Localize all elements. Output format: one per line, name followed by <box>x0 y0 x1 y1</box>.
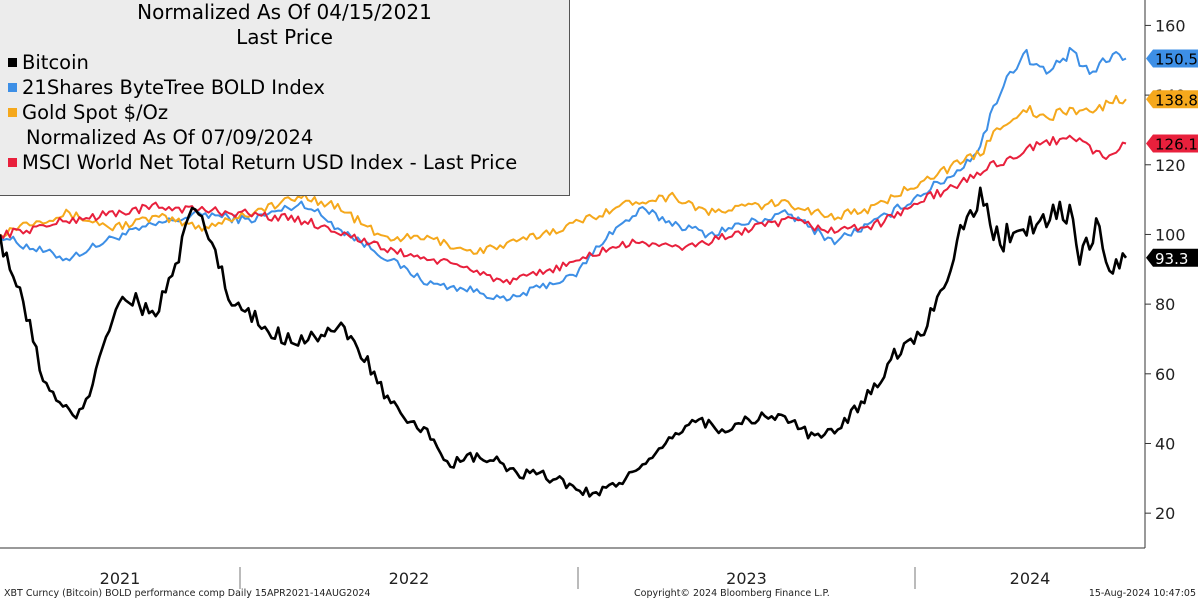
legend-swatch-msci <box>8 158 17 167</box>
y-tick-label: 80 <box>1155 295 1175 314</box>
legend-item-bold: 21Shares ByteTree BOLD Index <box>0 75 569 100</box>
y-tick-label: 160 <box>1155 16 1186 35</box>
legend-item-bitcoin: Bitcoin <box>0 50 569 75</box>
x-tick-label: 2024 <box>1010 569 1051 588</box>
footer-right: 15-Aug-2024 10:47:05 <box>1088 588 1196 599</box>
y-tick-label: 40 <box>1155 434 1175 453</box>
footer-center: Copyright© 2024 Bloomberg Finance L.P. <box>634 588 830 599</box>
last-value-label: 150.5 <box>1155 51 1198 69</box>
legend-label-msci: MSCI World Net Total Return USD Index - … <box>22 151 518 174</box>
x-tick-label: 2022 <box>389 569 430 588</box>
y-tick-label: 100 <box>1155 225 1186 244</box>
y-tick-label: 20 <box>1155 504 1175 523</box>
last-value-label: 93.3 <box>1155 250 1188 268</box>
last-value-label: 126.1 <box>1155 136 1198 154</box>
legend-swatch-gold <box>8 108 17 117</box>
legend-label-bold: 21Shares ByteTree BOLD Index <box>22 76 325 99</box>
x-tick-label: 2023 <box>726 569 767 588</box>
legend-label-bitcoin: Bitcoin <box>22 51 89 74</box>
last-value-tag <box>1146 90 1198 109</box>
legend-label-gold: Gold Spot $/Oz <box>22 101 169 124</box>
footer-left: XBT Curncy (Bitcoin) BOLD performance co… <box>4 588 371 599</box>
last-value-labels: 150.5 138.8 126.1 93.3 <box>1146 49 1198 268</box>
series-line <box>0 134 1127 285</box>
legend-swatch-bitcoin <box>8 58 17 67</box>
legend-item-gold: Gold Spot $/Oz <box>0 100 569 125</box>
last-value-label: 138.8 <box>1155 91 1198 109</box>
x-tick-label: 2021 <box>100 569 141 588</box>
y-tick-label: 120 <box>1155 156 1186 175</box>
last-value-tag <box>1146 49 1198 68</box>
tick-group: 204060801001201401602021202220232024 <box>100 16 1186 589</box>
series-group <box>0 46 1128 498</box>
legend-subtitle: Last Price <box>236 25 333 49</box>
last-value-tag <box>1146 248 1198 267</box>
last-value-tag <box>1146 134 1198 153</box>
legend-normalized-note: Normalized As Of 07/09/2024 <box>26 126 314 149</box>
legend-item-msci: MSCI World Net Total Return USD Index - … <box>0 150 569 175</box>
series-line <box>0 186 1128 498</box>
y-tick-label: 60 <box>1155 365 1175 384</box>
legend-swatch-bold <box>8 83 17 92</box>
legend-title: Normalized As Of 04/15/2021 <box>137 0 432 24</box>
series-line <box>0 94 1127 255</box>
legend-box: Normalized As Of 04/15/2021 Last Price B… <box>0 0 570 196</box>
